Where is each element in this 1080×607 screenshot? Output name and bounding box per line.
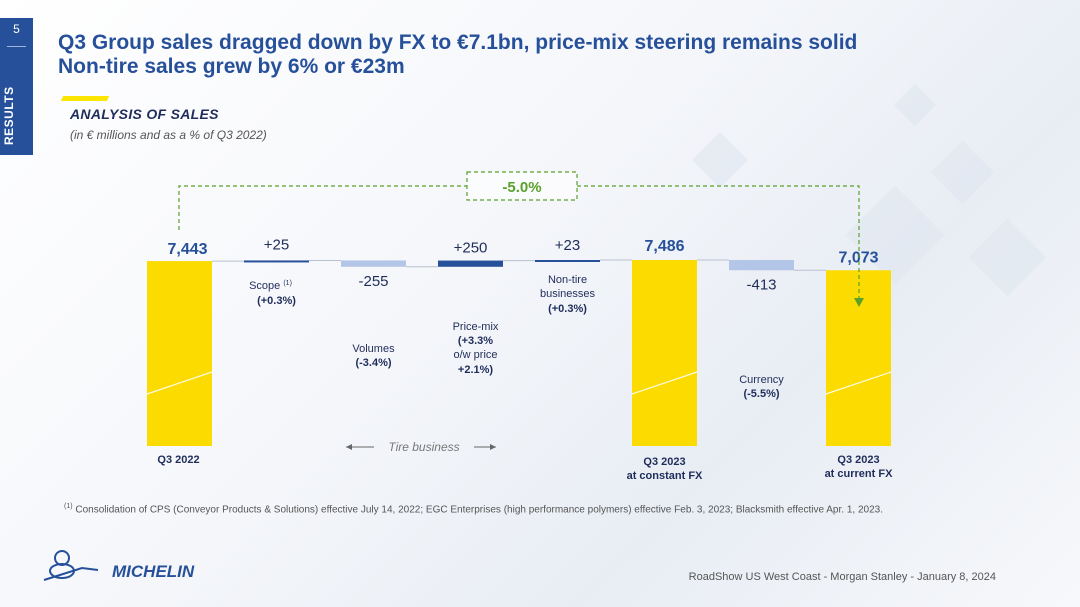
value-label: 7,443 — [167, 241, 207, 258]
title-line-2: Non-tire sales grew by 6% or €23m — [58, 55, 405, 78]
category-label: at constant FX — [627, 470, 703, 482]
footer-text: RoadShow US West Coast - Morgan Stanley … — [688, 571, 996, 583]
price-mix-label: Price-mix — [453, 321, 499, 333]
bar — [632, 260, 697, 446]
currency-pct-label: (-5.5%) — [743, 388, 779, 400]
footnote-text: Consolidation of CPS (Conveyor Products … — [75, 504, 883, 516]
value-label: -413 — [746, 276, 776, 293]
footnote: (1) Consolidation of CPS (Conveyor Produ… — [64, 503, 883, 515]
value-label: +250 — [454, 240, 488, 257]
bar — [147, 261, 212, 446]
sidebar-divider — [7, 46, 26, 47]
michelin-logo: MICHELIN — [43, 550, 195, 581]
non-tire-label: Non-tire — [548, 274, 587, 286]
bracket-line — [577, 185, 860, 300]
value-label: +23 — [555, 237, 580, 254]
page-title: Q3 Group sales dragged down by FX to €7.… — [58, 31, 857, 79]
bibendum-arm — [43, 566, 99, 581]
bar-highlight-line — [825, 371, 892, 395]
category-label: Q3 2022 — [157, 454, 199, 466]
tire-arrowhead-left — [346, 444, 352, 450]
bar — [535, 260, 600, 262]
footnote-marker: (1) — [64, 503, 73, 510]
category-label: Q3 2023 — [643, 456, 685, 468]
category-label: at current FX — [825, 468, 894, 480]
non-tire-label: businesses — [540, 288, 596, 300]
bar — [341, 260, 406, 267]
bar-highlight-line — [631, 371, 698, 395]
volumes-pct-label: (-3.4%) — [355, 357, 391, 369]
scope-pct-label: (+0.3%) — [257, 295, 296, 307]
non-tire-pct-label: (+0.3%) — [548, 303, 587, 315]
bar — [729, 260, 794, 271]
category-label: Q3 2023 — [837, 454, 879, 466]
volumes-label: Volumes — [352, 343, 395, 355]
bracket-box — [466, 171, 578, 201]
chart-subnote: (in € millions and as a % of Q3 2022) — [70, 128, 267, 142]
price-mix-note-label: o/w price — [453, 349, 497, 361]
scope-superscript: (1) — [283, 280, 292, 287]
title-line-1: Q3 Group sales dragged down by FX to €7.… — [58, 31, 858, 54]
tire-business-label: Tire business — [388, 440, 459, 454]
bar — [438, 260, 503, 267]
tire-arrowhead-right — [490, 444, 496, 450]
page-number: 5 — [13, 22, 20, 36]
section-sidebar — [0, 18, 33, 155]
bracket-line — [178, 185, 467, 230]
bar — [244, 260, 309, 263]
price-mix-note-pct-label: +2.1%) — [458, 364, 493, 376]
value-label: 7,486 — [644, 238, 684, 255]
logo-text: MICHELIN — [112, 562, 195, 581]
bracket-label: -5.0% — [502, 179, 541, 196]
value-label: +25 — [264, 236, 289, 253]
bibendum-head — [54, 550, 70, 566]
bracket-arrowhead — [854, 298, 864, 307]
bar-highlight-line — [146, 371, 213, 395]
chart-subtitle: ANALYSIS OF SALES — [70, 106, 219, 122]
price-mix-pct-label: (+3.3% — [458, 335, 493, 347]
currency-label: Currency — [739, 374, 784, 386]
value-label: -255 — [358, 273, 388, 290]
scope-label: Scope (1) — [249, 280, 292, 292]
